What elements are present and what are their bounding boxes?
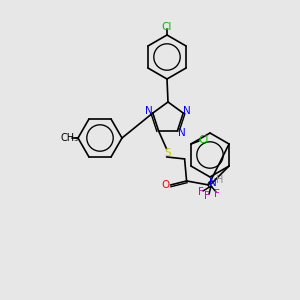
Text: CH₃: CH₃ — [61, 133, 79, 143]
Text: S: S — [164, 148, 171, 158]
Text: N: N — [209, 178, 217, 188]
Text: N: N — [183, 106, 191, 116]
Text: C: C — [207, 181, 213, 190]
Text: N: N — [145, 106, 153, 116]
Text: H: H — [216, 175, 223, 185]
Text: F: F — [214, 189, 220, 199]
Text: F: F — [198, 187, 204, 197]
Text: N: N — [178, 128, 185, 138]
Text: Cl: Cl — [199, 135, 209, 145]
Text: O: O — [161, 180, 170, 190]
Text: Cl: Cl — [162, 22, 172, 32]
Text: F: F — [204, 191, 210, 201]
